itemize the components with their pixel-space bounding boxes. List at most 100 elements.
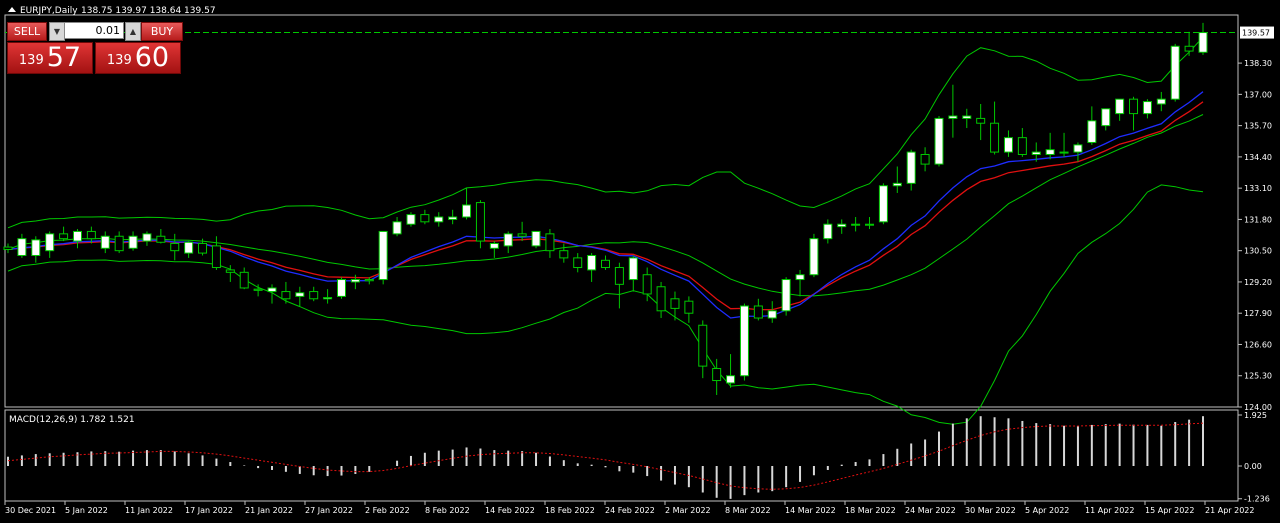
- candle-body: [698, 324, 708, 367]
- candle: [364, 277, 374, 285]
- candlesticks: [3, 22, 1208, 395]
- candle: [934, 116, 944, 167]
- date-tick-label: 8 Mar 2022: [725, 506, 771, 515]
- price-tick-label: 124.00: [1244, 403, 1272, 412]
- candle: [350, 274, 360, 290]
- candle: [1184, 31, 1194, 56]
- candle-body: [503, 233, 513, 247]
- lot-decrease-button[interactable]: ▼: [49, 22, 65, 41]
- candle-body: [114, 235, 124, 252]
- candle: [309, 286, 319, 302]
- candle-body: [823, 223, 833, 240]
- candle-body: [865, 223, 875, 226]
- candle-body: [781, 279, 791, 312]
- candle-body: [1003, 137, 1013, 153]
- candle: [1003, 130, 1013, 157]
- price-tick-label: 133.10: [1244, 184, 1272, 193]
- date-tick-label: 15 Apr 2022: [1145, 506, 1194, 515]
- price-tick-label: 126.60: [1244, 340, 1272, 349]
- candle-body: [1156, 98, 1166, 105]
- candle: [406, 212, 416, 227]
- candle-body: [1073, 144, 1083, 153]
- candle: [823, 219, 833, 244]
- candle: [1170, 43, 1180, 102]
- candle-body: [462, 204, 472, 218]
- candle-body: [670, 298, 680, 309]
- candle: [142, 231, 152, 246]
- candle: [851, 217, 861, 232]
- price-tick-label: 130.50: [1244, 247, 1272, 256]
- candle: [323, 289, 333, 304]
- candle: [753, 298, 763, 321]
- candle-body: [1142, 101, 1152, 115]
- sell-price-box[interactable]: 139 57: [7, 42, 93, 74]
- candle-body: [892, 182, 902, 187]
- candle-body: [851, 223, 861, 226]
- candle-body: [448, 216, 458, 220]
- lot-increase-button[interactable]: ▲: [125, 22, 141, 41]
- buy-button[interactable]: BUY: [141, 22, 183, 41]
- candle-body: [990, 122, 1000, 153]
- candle: [336, 277, 346, 299]
- candle-body: [475, 202, 485, 242]
- sell-button[interactable]: SELL: [7, 22, 47, 41]
- candle-body: [934, 117, 944, 165]
- candle: [837, 219, 847, 234]
- date-tick-label: 8 Feb 2022: [425, 506, 470, 515]
- candle-body: [1101, 108, 1111, 127]
- macd-axis: 1.925 0.00 -1.236: [1238, 411, 1270, 504]
- collapse-triangle-icon[interactable]: [8, 7, 16, 12]
- candle: [170, 233, 180, 261]
- date-tick-label: 5 Apr 2022: [1025, 506, 1069, 515]
- candle: [976, 103, 986, 141]
- candle: [1156, 91, 1166, 112]
- moving-averages: [7, 91, 1204, 319]
- price-tick-label: 129.20: [1244, 278, 1272, 287]
- bollinger-middle-line: [7, 114, 1204, 297]
- candle: [3, 243, 13, 254]
- date-tick-label: 2 Mar 2022: [665, 506, 711, 515]
- candle-body: [323, 297, 333, 300]
- candle: [962, 108, 972, 129]
- candle-body: [1129, 98, 1139, 115]
- candle-body: [976, 117, 986, 124]
- candle-body: [184, 241, 194, 254]
- candle: [156, 229, 166, 244]
- candle: [670, 291, 680, 321]
- candle: [1031, 142, 1041, 162]
- candle-body: [170, 242, 180, 252]
- candle-body: [225, 269, 235, 273]
- candle-body: [45, 233, 55, 252]
- candle: [878, 183, 888, 225]
- candle-body: [906, 151, 916, 184]
- one-click-trading-panel: SELL ▼ ▲ BUY 139 57 139 60: [7, 20, 183, 74]
- ohlc-label: 138.75 139.97 138.64 139.57: [81, 6, 216, 16]
- candle: [517, 221, 527, 242]
- price-panel[interactable]: [4, 14, 1239, 408]
- macd-tick-label: 0.00: [1244, 462, 1262, 471]
- price-tick-label: 125.30: [1244, 372, 1272, 381]
- date-tick-label: 30 Mar 2022: [965, 506, 1016, 515]
- candle-body: [962, 115, 972, 119]
- candle-body: [878, 185, 888, 223]
- macd-label: MACD(12,26,9) 1.782 1.521: [9, 415, 135, 425]
- candle: [1115, 98, 1125, 121]
- candle-body: [420, 214, 430, 223]
- candle-body: [642, 274, 652, 295]
- lot-size-input[interactable]: [64, 22, 124, 39]
- buy-price-box[interactable]: 139 60: [95, 42, 181, 74]
- candle-body: [434, 216, 444, 223]
- macd-panel[interactable]: [4, 409, 1239, 502]
- candle: [45, 231, 55, 258]
- candle: [601, 255, 610, 270]
- date-tick-label: 14 Feb 2022: [485, 506, 535, 515]
- chevron-up-icon: ▲: [129, 27, 137, 36]
- candle-body: [1045, 149, 1055, 155]
- candle-body: [1087, 120, 1097, 143]
- candle: [1101, 108, 1111, 131]
- bid-price-pips: 57: [46, 42, 82, 73]
- macd-signal-line: [7, 422, 1204, 490]
- candle-body: [573, 257, 583, 269]
- candle-body: [86, 230, 96, 240]
